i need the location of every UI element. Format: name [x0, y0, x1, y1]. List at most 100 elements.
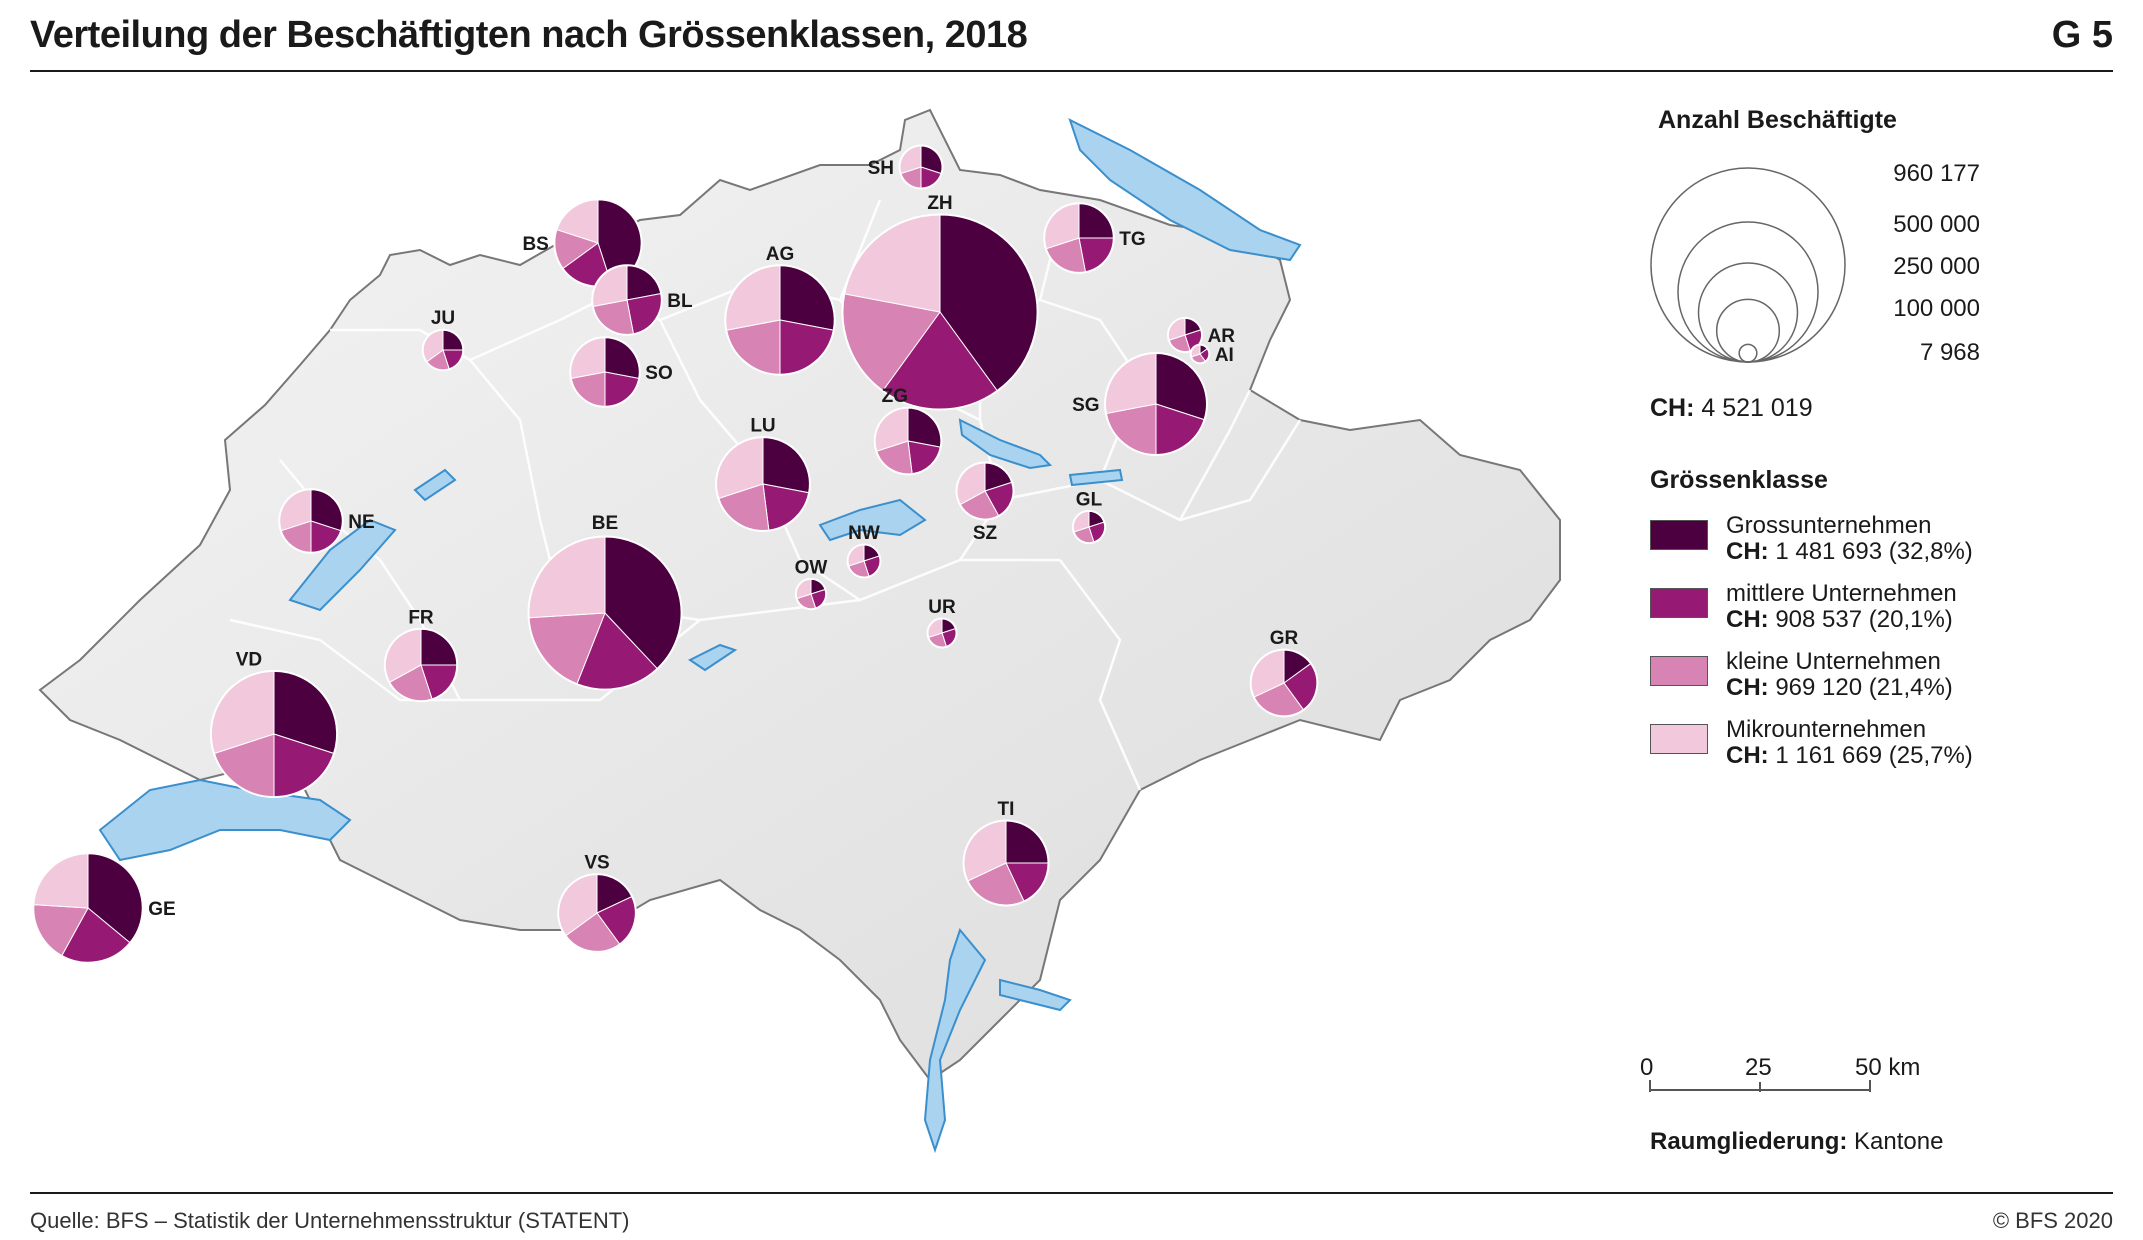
total-label: CH:	[1650, 394, 1695, 422]
class-value-mikro: CH: 1 161 669 (25,7%)	[1726, 742, 1973, 769]
canton-label-vd: VD	[236, 649, 262, 670]
class-value-gross: CH: 1 481 693 (32,8%)	[1726, 538, 1973, 565]
lakes	[98, 118, 1302, 1154]
pie-slice-so-1	[604, 371, 640, 407]
canton-label-sh: SH	[868, 158, 894, 179]
chart-title: Verteilung der Beschäftigten nach Grösse…	[30, 14, 1028, 56]
canton-label-tg: TG	[1119, 229, 1145, 250]
pie-be: BE	[527, 513, 683, 691]
size-circle-0	[1650, 167, 1846, 363]
lake-lugano	[999, 978, 1072, 1012]
scale-bar	[1649, 1080, 1871, 1092]
swatch-klein	[1650, 656, 1708, 686]
pie-ju: JU	[421, 308, 465, 372]
pie-sh: SH	[868, 144, 944, 190]
pie-slice-ju-0	[442, 329, 464, 351]
pie-slice-be-0	[604, 536, 682, 670]
pie-gr: GR	[1249, 628, 1319, 718]
pie-slice-gr-3	[1250, 649, 1285, 698]
pie-slice-be-3	[528, 536, 606, 619]
pie-slice-fr-0	[420, 628, 458, 666]
class-name-mittel: mittlere Unternehmen	[1726, 580, 1957, 607]
pie-slice-tg-2	[1045, 237, 1087, 273]
pie-slice-ne-3	[279, 489, 312, 532]
canton-label-ow: OW	[795, 557, 828, 578]
total-value: 4 521 019	[1701, 394, 1813, 422]
pie-slice-ge-1	[61, 907, 131, 963]
top-rule	[30, 70, 2113, 72]
pie-ur: UR	[926, 597, 958, 649]
pie-slice-gr-1	[1283, 663, 1318, 711]
pie-slice-zh-0	[939, 214, 1038, 392]
pie-slice-sz-2	[959, 490, 1000, 520]
pie-slice-zh-2	[842, 293, 941, 392]
pie-slice-vd-3	[210, 670, 275, 754]
size-circle-4	[1738, 343, 1758, 363]
size-legend-circles	[1650, 167, 1846, 363]
pie-slice-sg-3	[1105, 353, 1157, 415]
pie-slice-nw-3	[847, 544, 865, 567]
pie-slice-fr-1	[420, 664, 458, 700]
lake-biel	[413, 468, 457, 502]
pie-slice-vd-1	[273, 733, 335, 798]
pie-slice-ge-3	[33, 853, 89, 909]
pie-slice-zg-3	[874, 407, 909, 452]
class-value-mittel: CH: 908 537 (20,1%)	[1726, 606, 1953, 633]
pie-slice-vs-0	[596, 874, 633, 914]
pie-slice-ag-2	[726, 319, 781, 375]
swatch-mittel	[1650, 588, 1708, 618]
canton-label-ti: TI	[998, 799, 1015, 820]
canton-label-ar: AR	[1208, 326, 1236, 347]
pie-nw: NW	[846, 523, 882, 579]
pie-layer: ZH BE VD GE AG SG LU BS TI VS FR TG SO BL GR ZG NE SZ SH JU…	[32, 144, 1319, 964]
pie-slice-zg-1	[907, 440, 941, 475]
pie-slice-fr-2	[389, 664, 433, 702]
pie-tg: TG	[1043, 202, 1146, 274]
bottom-rule	[30, 1192, 2113, 1194]
canton-label-vs: VS	[584, 853, 609, 874]
pie-slice-ti-1	[1005, 862, 1049, 902]
raumgliederung-value: Kantone	[1854, 1128, 1944, 1155]
size-label-min: 7 968	[1919, 339, 1980, 366]
pie-ar: AR	[1166, 316, 1236, 354]
pie-slice-vd-0	[273, 670, 338, 754]
pie-slice-gr-2	[1253, 682, 1304, 717]
pie-slice-lu-3	[716, 437, 764, 499]
pie-slice-so-3	[570, 337, 606, 380]
pie-slice-ti-3	[963, 820, 1007, 882]
pie-slice-bl-2	[592, 299, 635, 335]
canton-label-zg: ZG	[882, 386, 908, 407]
class-value-klein: CH: 969 120 (21,4%)	[1726, 674, 1953, 701]
pie-slice-vs-1	[596, 896, 636, 945]
lake-thun	[688, 643, 738, 672]
pie-lu: LU	[715, 416, 811, 532]
lake-geneva	[98, 778, 352, 862]
size-legend-title: Anzahl Beschäftigte	[1658, 106, 1897, 134]
pie-ag: AG	[724, 244, 836, 376]
lake-constance	[1068, 118, 1302, 262]
class-name-gross: Grossunternehmen	[1726, 512, 1932, 539]
canton-label-ju: JU	[431, 308, 455, 329]
lake-maggiore	[923, 927, 987, 1154]
canton-label-ag: AG	[766, 244, 795, 265]
pie-slice-so-2	[570, 371, 606, 407]
canton-label-sz: SZ	[973, 523, 998, 544]
lake-zurich	[958, 418, 1053, 470]
pie-slice-gl-3	[1072, 510, 1090, 533]
pie-so: SO	[569, 336, 673, 408]
pie-vs: VS	[557, 853, 637, 953]
canton-label-sg: SG	[1072, 395, 1099, 416]
pie-gl: GL	[1071, 489, 1107, 545]
pie-slice-zg-0	[907, 407, 942, 448]
pie-slice-ne-1	[310, 520, 342, 553]
pie-slice-ag-3	[725, 265, 781, 331]
pie-slice-ar-3	[1167, 317, 1186, 341]
class-name-klein: kleine Unternehmen	[1726, 648, 1941, 675]
raumgliederung-label: Raumgliederung:	[1650, 1128, 1848, 1155]
pie-slice-zh-1	[882, 311, 998, 410]
swatch-gross	[1650, 520, 1708, 550]
pie-slice-sh-3	[899, 145, 922, 175]
source-note: Quelle: BFS – Statistik der Unternehmens…	[30, 1208, 630, 1233]
pie-slice-vd-2	[213, 733, 275, 798]
pie-slice-sz-1	[984, 481, 1014, 517]
